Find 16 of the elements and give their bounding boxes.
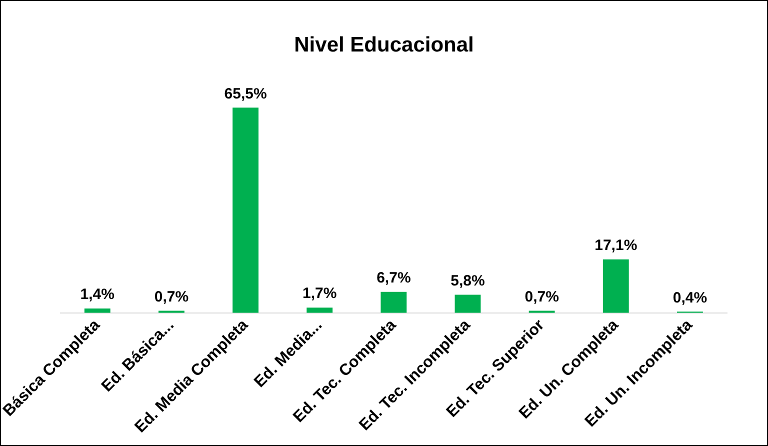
chart-title: Nivel Educacional [294,33,474,56]
data-label: 6,7% [376,270,411,287]
data-label: 17,1% [594,236,638,254]
data-label: 65,5% [224,85,267,102]
bar [232,108,258,313]
data-label: 1,4% [80,286,114,304]
bar [380,292,407,313]
bar [602,259,629,313]
bar [84,308,110,313]
data-label: 1,7% [302,285,337,302]
data-label: 5,8% [450,272,485,290]
data-label: 0,4% [672,289,708,306]
bar [306,308,333,313]
data-label: 0,7% [524,288,559,306]
bar [454,294,481,313]
data-label: 0,7% [154,288,189,306]
